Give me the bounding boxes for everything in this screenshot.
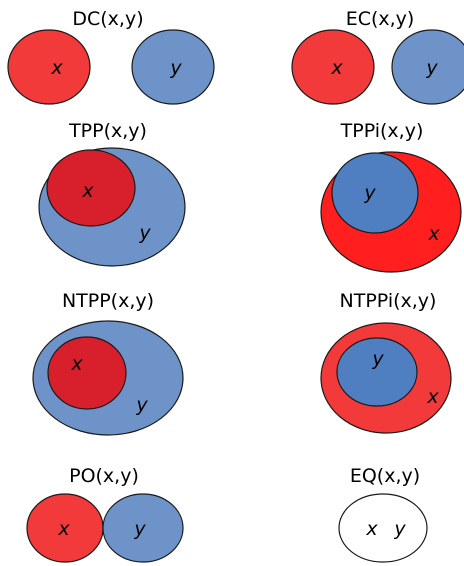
panel-title: TPP(x,y)	[68, 120, 147, 142]
panel-dc: DC(x,y) x y	[7, 8, 215, 105]
panel-title: EC(x,y)	[346, 8, 415, 30]
label-x: x	[365, 518, 378, 540]
region-x	[7, 29, 91, 105]
label-x: x	[426, 386, 439, 408]
panel-title: TPPi(x,y)	[340, 120, 424, 142]
label-x: x	[427, 223, 440, 245]
panel-title: PO(x,y)	[69, 465, 139, 487]
label-y: y	[133, 518, 146, 540]
region-x	[291, 29, 375, 105]
label-y: y	[169, 57, 182, 79]
panel-title: DC(x,y)	[72, 8, 143, 30]
label-x: x	[50, 57, 63, 79]
region-y	[336, 337, 418, 407]
label-y: y	[371, 348, 384, 370]
region-y	[102, 493, 184, 563]
region-xy	[338, 493, 428, 563]
panel-ec: EC(x,y) x y	[291, 8, 464, 105]
label-x: x	[57, 518, 70, 540]
label-y: y	[425, 57, 438, 79]
panel-title: NTPPi(x,y)	[340, 290, 437, 312]
label-x: x	[81, 180, 94, 202]
label-x: x	[330, 57, 343, 79]
panel-ntppi: NTPPi(x,y) y x	[320, 290, 452, 434]
region-y	[391, 29, 464, 105]
region-y	[331, 152, 419, 234]
panel-eq: EQ(x,y) x y	[338, 465, 428, 563]
panel-ntpp: NTPP(x,y) x y	[32, 290, 184, 436]
panel-tpp: TPP(x,y) x y	[38, 120, 186, 267]
panel-po: PO(x,y) x y	[26, 465, 184, 563]
label-y: y	[138, 222, 151, 244]
label-y: y	[393, 518, 406, 540]
label-y: y	[363, 182, 376, 204]
panel-tppi: TPPi(x,y) y x	[320, 120, 462, 273]
label-y: y	[135, 394, 148, 416]
region-x	[46, 149, 136, 227]
panel-title: EQ(x,y)	[350, 465, 420, 487]
label-x: x	[70, 353, 83, 375]
region-y	[131, 29, 215, 105]
region-x	[47, 336, 127, 410]
panel-title: NTPP(x,y)	[62, 290, 154, 312]
